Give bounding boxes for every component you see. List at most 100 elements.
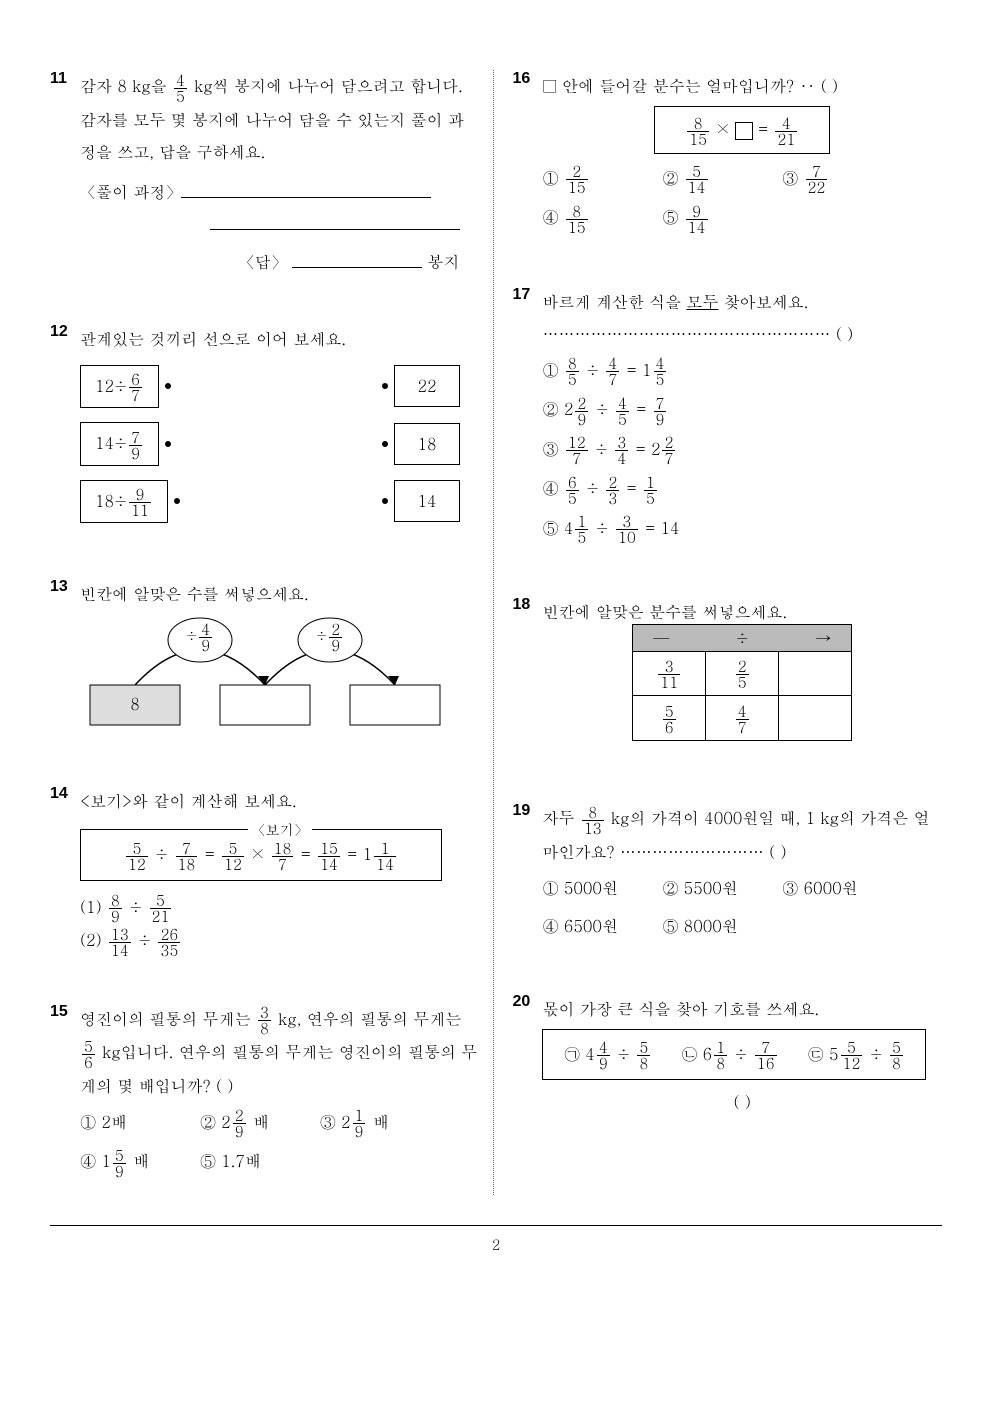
process-label: 〈풀이 과정〉 xyxy=(80,180,181,203)
match-row: 12÷67 22 xyxy=(80,361,460,413)
start-value: 8 xyxy=(130,692,140,715)
option[interactable]: ① 5000원 xyxy=(542,872,662,904)
dot-icon[interactable] xyxy=(174,498,180,504)
question-17: 17 바르게 계산한 식을 모두 찾아보세요. …………………………………………… xyxy=(512,286,942,552)
options: ① 5000원 ② 5500원 ③ 6000원 ④ 6500원 ⑤ 8000원 xyxy=(542,872,942,948)
dot-icon[interactable] xyxy=(382,383,388,389)
dots: ……………………………………………… ( ) xyxy=(542,318,942,350)
q-body: <보기>와 같이 계산해 보세요. 〈보기〉 512 ÷ 718 = 512 ×… xyxy=(80,785,480,958)
q-body: 자두 813 kg의 가격이 4000원일 때, 1 kg의 가격은 얼마인가요… xyxy=(542,802,942,948)
q-number: 16 xyxy=(512,70,542,88)
text: 바르게 계산한 식을 모두 찾아보세요. xyxy=(542,286,942,318)
cell: 25 xyxy=(706,651,779,696)
left-box: 14÷79 xyxy=(80,422,159,466)
dot-icon[interactable] xyxy=(382,498,388,504)
equation-box: 815 × = 421 xyxy=(654,106,830,154)
options: ① 215 ② 514 ③ 722 ④ 815 ⑤ 914 xyxy=(542,162,942,241)
dot-icon[interactable] xyxy=(165,441,171,447)
column-divider xyxy=(493,70,495,1195)
option[interactable]: ① 2배 xyxy=(80,1106,200,1140)
choice-box: ㉠ 449 ÷ 58 ㉡ 618 ÷ 716 ㉢ 5512 ÷ 58 xyxy=(542,1029,926,1081)
flow-diagram: 8 ÷49 ÷29 xyxy=(80,610,460,730)
question-20: 20 몫이 가장 큰 식을 찾아 기호를 쓰세요. ㉠ 449 ÷ 58 ㉡ 6… xyxy=(512,993,942,1119)
text: <보기>와 같이 계산해 보세요. xyxy=(80,785,480,817)
dot-icon[interactable] xyxy=(382,441,388,447)
right-box: 18 xyxy=(394,423,460,465)
question-13: 13 빈칸에 알맞은 수를 써넣으세요. 8 ÷ xyxy=(50,578,480,740)
answer-blank[interactable] xyxy=(292,267,422,268)
option[interactable]: ④ 159 배 xyxy=(80,1145,200,1179)
match-row: 18÷911 14 xyxy=(80,476,460,528)
right-column: 16 □ 안에 들어갈 분수는 얼마입니까? ‥ ( ) 815 × = 421… xyxy=(497,70,942,1195)
option[interactable]: ⑤ 1.7배 xyxy=(200,1145,320,1179)
choice: ㉢ 5512 ÷ 58 xyxy=(808,1038,905,1072)
text: 빈칸에 알맞은 수를 써넣으세요. xyxy=(80,578,480,610)
page-number: 2 xyxy=(492,1234,500,1254)
question-14: 14 <보기>와 같이 계산해 보세요. 〈보기〉 512 ÷ 718 = 51… xyxy=(50,785,480,958)
option[interactable]: ② 5500원 xyxy=(662,872,782,904)
question-18: 18 빈칸에 알맞은 분수를 써넣으세요. — ÷ → 311 25 xyxy=(512,596,942,757)
text: 몫이 가장 큰 식을 찾아 기호를 쓰세요. xyxy=(542,993,942,1025)
q-body: 몫이 가장 큰 식을 찾아 기호를 쓰세요. ㉠ 449 ÷ 58 ㉡ 618 … xyxy=(542,993,942,1119)
q-number: 20 xyxy=(512,993,542,1011)
fraction: 45 xyxy=(174,73,187,104)
option[interactable]: ④ 6500원 xyxy=(542,910,662,942)
q-number: 17 xyxy=(512,286,542,304)
option[interactable]: ③ 722 xyxy=(782,162,902,196)
fraction-table: 311 25 56 47 xyxy=(632,650,852,741)
option[interactable]: ③ 127 ÷ 34 = 227 xyxy=(542,433,734,467)
sub-1: (1) 89 ÷ 521 xyxy=(80,891,480,925)
q-number: 19 xyxy=(512,802,542,820)
answer-paren[interactable]: ( ) xyxy=(542,1086,942,1118)
q-number: 11 xyxy=(50,70,80,88)
option[interactable]: ④ 65 ÷ 23 = 15 xyxy=(542,472,734,506)
question-15: 15 영진이의 필통의 무게는 38 kg, 연우의 필통의 무게는 56 kg… xyxy=(50,1003,480,1185)
blank-box[interactable] xyxy=(735,122,753,140)
example-label: 〈보기〉 xyxy=(248,815,312,843)
text: 관계있는 것끼리 선으로 이어 보세요. xyxy=(80,323,480,355)
q-number: 18 xyxy=(512,596,542,614)
question-19: 19 자두 813 kg의 가격이 4000원일 때, 1 kg의 가격은 얼마… xyxy=(512,802,942,948)
left-box: 12÷67 xyxy=(80,365,159,409)
choice: ㉡ 618 ÷ 716 xyxy=(681,1038,778,1072)
cell: 47 xyxy=(706,696,779,741)
question-16: 16 □ 안에 들어갈 분수는 얼마입니까? ‥ ( ) 815 × = 421… xyxy=(512,70,942,241)
q-body: 바르게 계산한 식을 모두 찾아보세요. ……………………………………………… … xyxy=(542,286,942,552)
q-number: 15 xyxy=(50,1003,80,1021)
q-number: 12 xyxy=(50,323,80,341)
worksheet-page: 11 감자 8 kg을 45 kg씩 봉지에 나누어 담으려고 합니다. 감자를… xyxy=(0,0,992,1225)
option[interactable]: ② 229 배 xyxy=(200,1106,320,1140)
option[interactable]: ③ 219 배 xyxy=(320,1106,440,1140)
option[interactable]: ④ 815 xyxy=(542,201,662,235)
option[interactable]: ③ 6000원 xyxy=(782,872,902,904)
blank-cell[interactable] xyxy=(779,696,852,741)
option[interactable]: ⑤ 415 ÷ 310 = 14 xyxy=(542,512,734,546)
q-body: 감자 8 kg을 45 kg씩 봉지에 나누어 담으려고 합니다. 감자를 모두… xyxy=(80,70,480,278)
sub-2: (2) 1314 ÷ 2635 xyxy=(80,924,480,958)
options: ① 2배 ② 229 배 ③ 219 배 ④ 159 배 ⑤ 1.7배 xyxy=(80,1106,480,1185)
left-column: 11 감자 8 kg을 45 kg씩 봉지에 나누어 담으려고 합니다. 감자를… xyxy=(50,70,490,1195)
answer-label: 〈답〉 xyxy=(239,250,287,273)
option[interactable]: ⑤ 914 xyxy=(662,201,782,235)
q-number: 13 xyxy=(50,578,80,596)
blank-line[interactable] xyxy=(181,197,431,198)
option[interactable]: ① 85 ÷ 47 = 145 xyxy=(542,354,734,388)
options: ① 85 ÷ 47 = 145 ② 229 ÷ 45 = 79 ③ 127 ÷ … xyxy=(542,354,942,552)
dot-icon[interactable] xyxy=(165,383,171,389)
left-box: 18÷911 xyxy=(80,480,168,524)
option[interactable]: ② 229 ÷ 45 = 79 xyxy=(542,393,734,427)
option[interactable]: ⑤ 8000원 xyxy=(662,910,782,942)
cell: 311 xyxy=(633,651,706,696)
blank-cell[interactable] xyxy=(779,651,852,696)
question-11: 11 감자 8 kg을 45 kg씩 봉지에 나누어 담으려고 합니다. 감자를… xyxy=(50,70,480,278)
q-body: 빈칸에 알맞은 수를 써넣으세요. 8 ÷49 ÷29 xyxy=(80,578,480,740)
text: □ 안에 들어갈 분수는 얼마입니까? ‥ ( ) xyxy=(542,70,942,102)
right-box: 22 xyxy=(394,365,460,407)
page-footer: 2 xyxy=(50,1225,942,1262)
text: 감자 8 kg을 xyxy=(80,74,172,97)
option[interactable]: ① 215 xyxy=(542,162,662,196)
option[interactable]: ② 514 xyxy=(662,162,782,196)
blank-line[interactable] xyxy=(210,229,460,230)
right-box: 14 xyxy=(394,480,460,522)
choice: ㉠ 449 ÷ 58 xyxy=(564,1038,652,1072)
